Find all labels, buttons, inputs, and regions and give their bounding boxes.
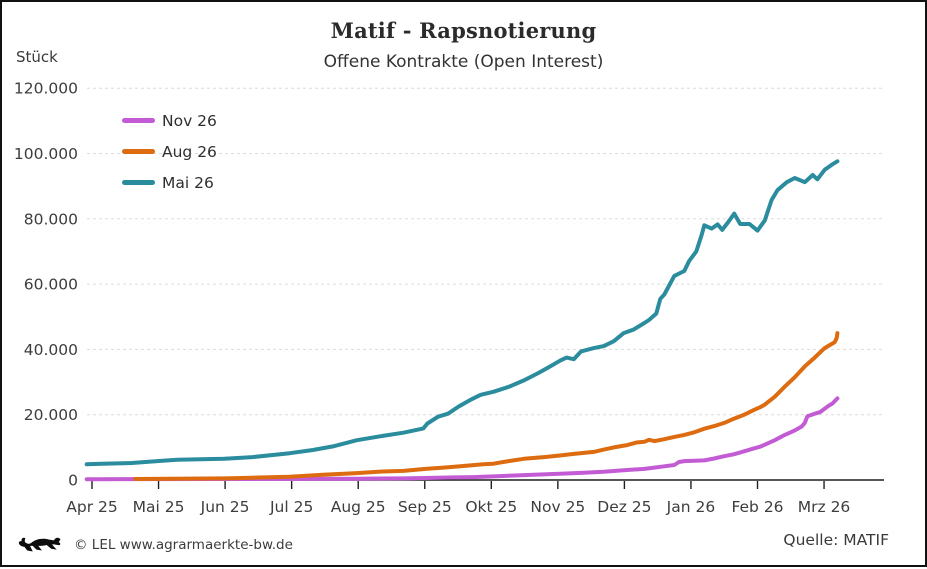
y-tick-label: 80.000 (24, 210, 78, 228)
legend-swatch (122, 118, 155, 123)
legend-item-aug-26: Aug 26 (122, 136, 217, 167)
x-tick-label: Feb 26 (731, 498, 783, 516)
y-tick-label: 120.000 (14, 80, 78, 98)
x-tick-label: Okt 25 (465, 498, 517, 516)
series-line-mai-26 (84, 159, 840, 467)
x-tick-label: Jul 25 (269, 498, 313, 516)
y-tick-label: 40.000 (24, 341, 78, 359)
x-tick-label: Apr 25 (66, 498, 117, 516)
y-tick-label: 0 (68, 472, 78, 490)
copyright-text: © LEL www.agrarmaerkte-bw.de (74, 537, 293, 553)
bw-lion-logo-icon (18, 537, 61, 552)
page-title: Matif - Rapsnotierung (330, 18, 597, 43)
source-text: Quelle: MATIF (783, 531, 889, 549)
series-line-aug-26 (133, 331, 840, 481)
x-tick-label: Mai 25 (133, 498, 185, 516)
legend-swatch (122, 149, 155, 154)
y-tick-label: 20.000 (24, 406, 78, 424)
x-tick-label: Mrz 26 (798, 498, 851, 516)
x-tick-label: Aug 25 (331, 498, 386, 516)
legend-item-mai-26: Mai 26 (122, 167, 217, 198)
x-tick-label: Sep 25 (398, 498, 452, 516)
x-tick-label: Jan 26 (666, 498, 716, 516)
legend-label: Nov 26 (162, 111, 217, 130)
series-line-nov-26 (84, 396, 840, 482)
footer-branding: © LEL www.agrarmaerkte-bw.de (18, 533, 293, 557)
x-tick-label: Dez 25 (597, 498, 651, 516)
legend-label: Aug 26 (162, 142, 217, 161)
x-tick-label: Nov 25 (530, 498, 585, 516)
chart-legend: Nov 26 Aug 26 Mai 26 (122, 105, 217, 198)
y-tick-label: 100.000 (14, 145, 78, 163)
x-tick-label: Jun 25 (200, 498, 250, 516)
legend-label: Mai 26 (162, 173, 214, 192)
y-axis-unit-label: Stück (16, 48, 58, 66)
page-subtitle: Offene Kontrakte (Open Interest) (323, 52, 604, 72)
legend-item-nov-26: Nov 26 (122, 105, 217, 136)
legend-swatch (122, 180, 155, 185)
y-tick-label: 60.000 (24, 276, 78, 294)
